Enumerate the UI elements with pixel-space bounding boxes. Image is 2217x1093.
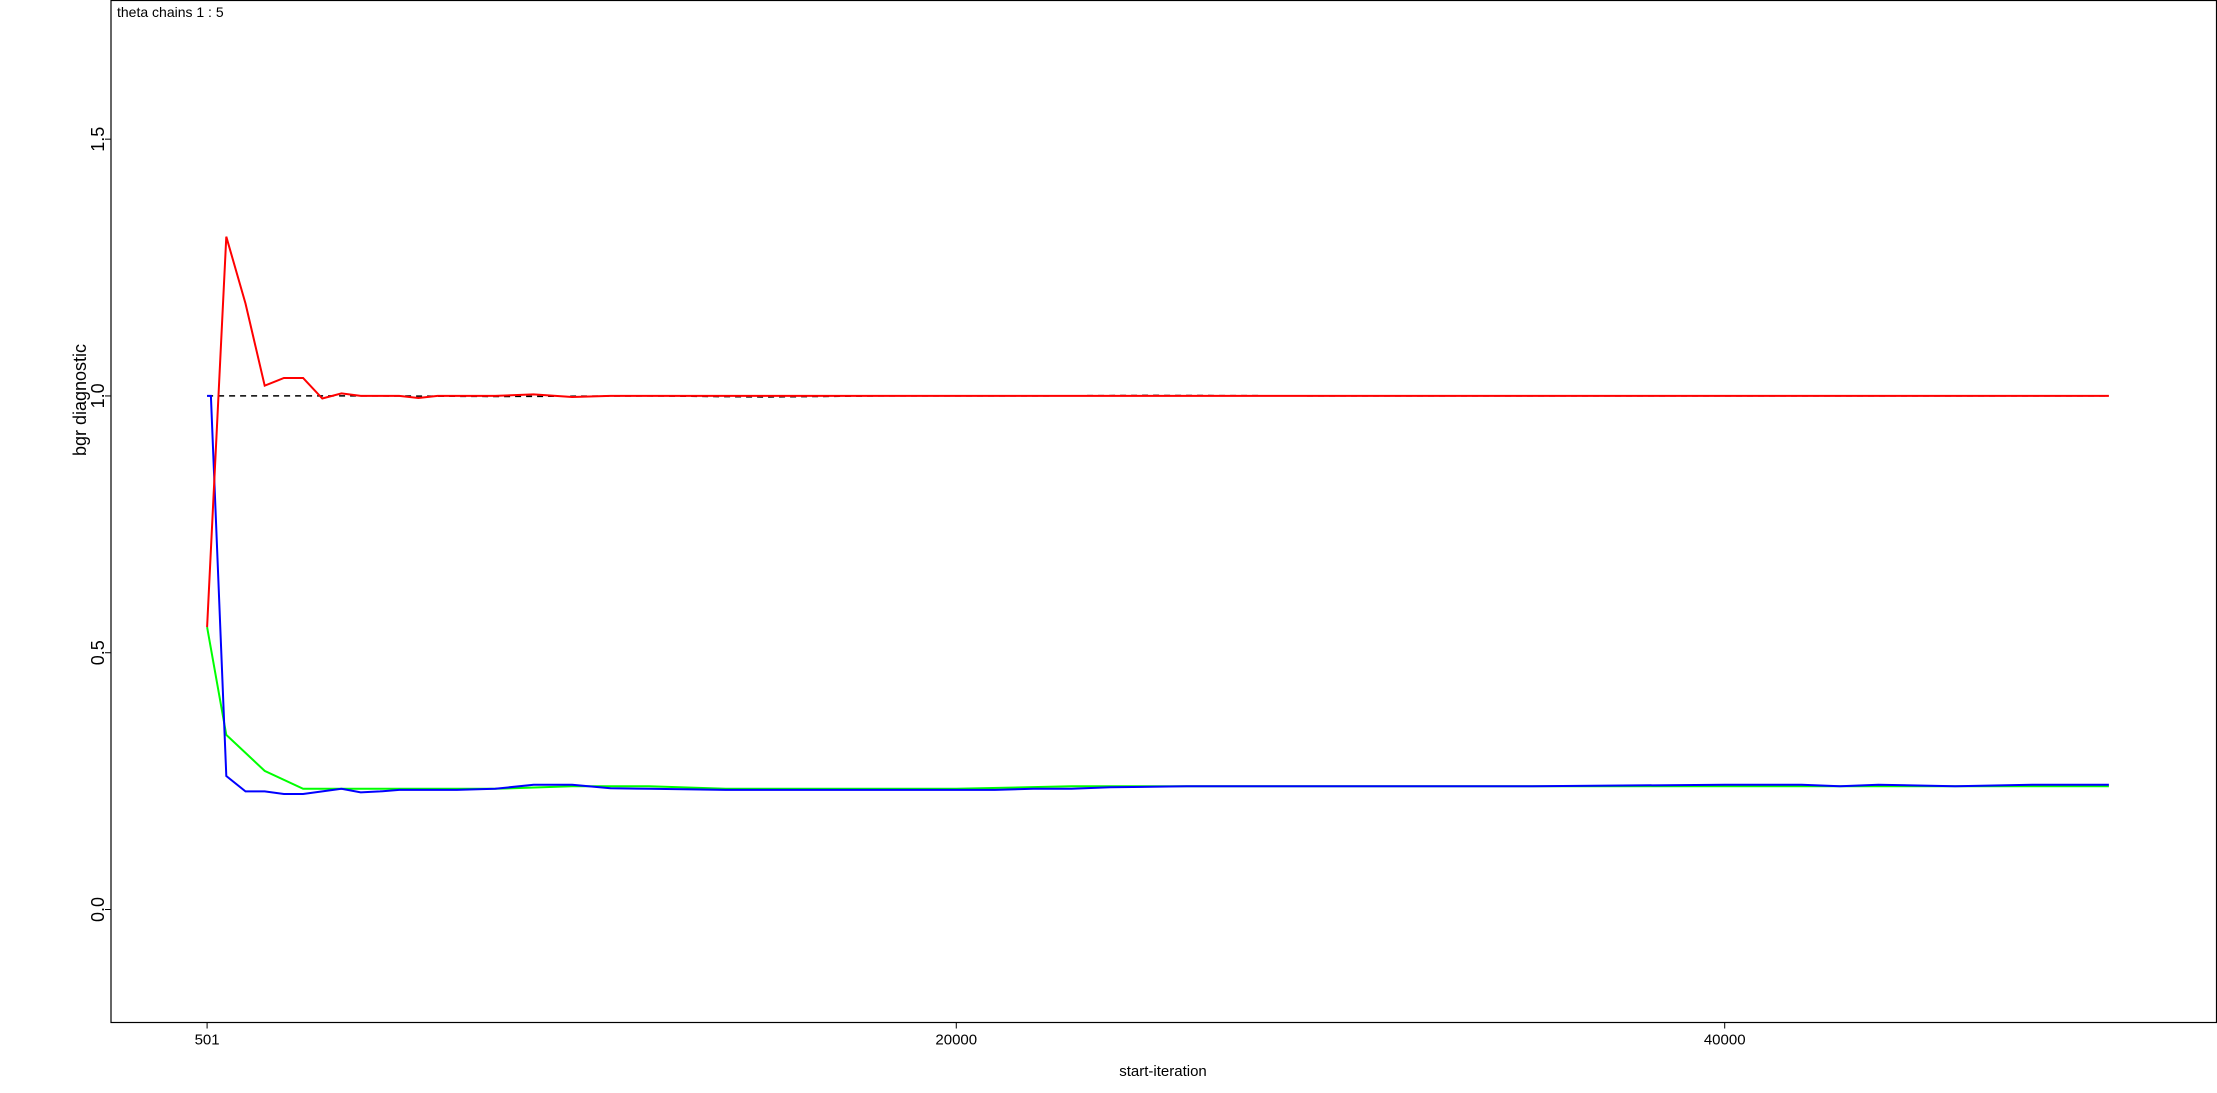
y-tick-label: 0.5 [88, 640, 108, 665]
x-tick-label: 20000 [935, 1032, 977, 1049]
y-tick-label: 1.5 [88, 127, 108, 152]
series-line-2 [207, 394, 2109, 795]
y-tick-label: 0.0 [88, 897, 108, 922]
chart-title: theta chains 1 : 5 [117, 4, 224, 20]
x-tick-label: 40000 [1704, 1032, 1746, 1049]
y-tick-label: 1.0 [88, 383, 108, 408]
y-axis-label: bgr diagnostic [70, 344, 90, 456]
series-layer [206, 236, 2109, 795]
x-tick-label: 501 [195, 1032, 220, 1049]
x-axis-label: start-iteration [1119, 1063, 1207, 1080]
series-line-1 [206, 626, 2109, 790]
x-axis: 501 20000 40000 [195, 1022, 1746, 1049]
plot-frame [110, 0, 2217, 1024]
series-line-3 [206, 236, 2109, 628]
y-axis: 0.0 0.5 1.0 1.5 [88, 127, 111, 922]
